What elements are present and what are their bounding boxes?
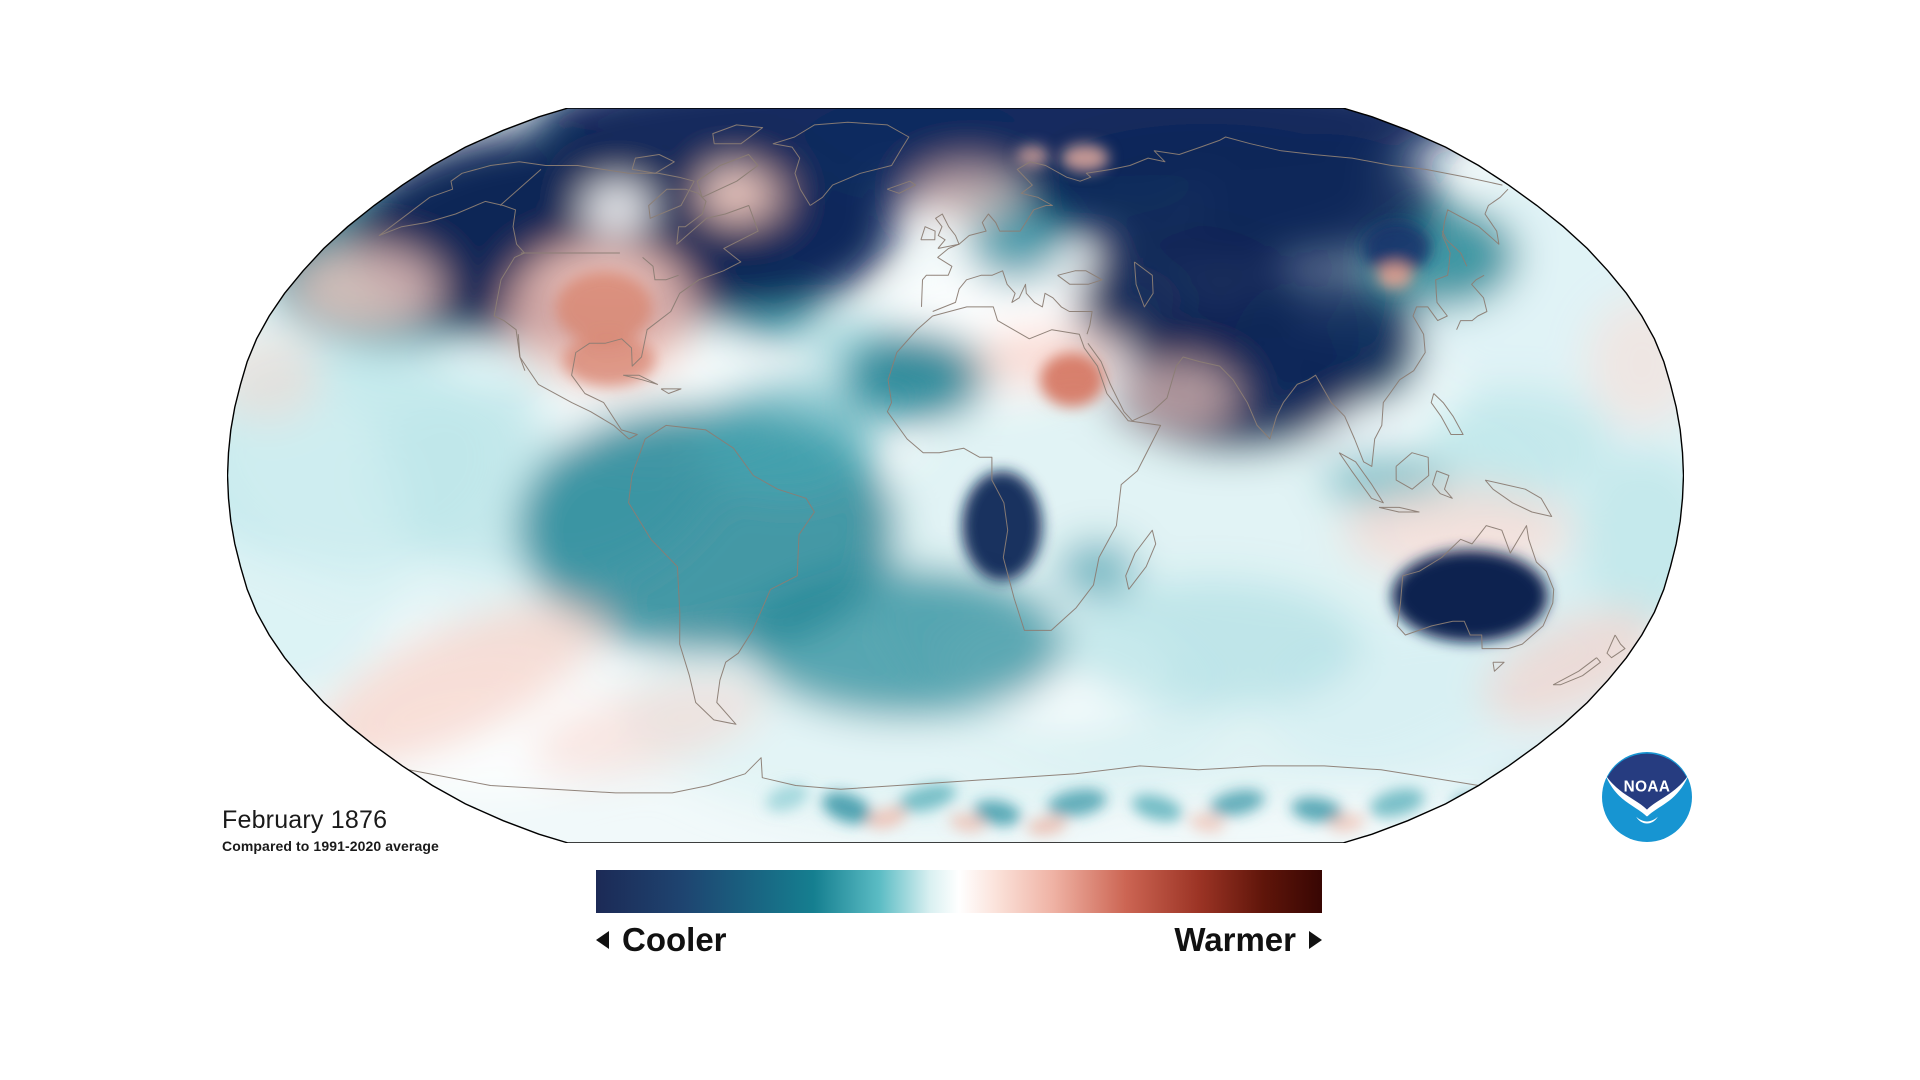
legend-labels: Cooler Warmer <box>596 921 1322 958</box>
warmer-label: Warmer <box>1174 921 1296 958</box>
noaa-logo-gull-swoosh <box>1636 816 1658 824</box>
map-outline <box>227 108 1684 843</box>
warmer-label-group: Warmer <box>1174 921 1322 958</box>
warmer-arrow-icon <box>1309 931 1322 950</box>
noaa-logo-gull-icon <box>1605 775 1689 817</box>
coastlines <box>378 121 1626 794</box>
world-anomaly-map <box>227 108 1684 843</box>
colorbar-gradient <box>596 870 1322 913</box>
date-title: February 1876 <box>222 806 388 834</box>
cooler-label-group: Cooler <box>596 921 727 958</box>
map-color-field <box>227 108 1684 843</box>
cooler-arrow-icon <box>596 931 609 950</box>
noaa-logo-text: NOAA <box>1624 779 1671 796</box>
noaa-logo: NOAA <box>1602 752 1692 842</box>
caption-block: February 1876 Compared to 1991-2020 aver… <box>222 806 439 854</box>
cooler-label: Cooler <box>622 921 727 958</box>
noaa-logo-shell <box>1607 753 1687 814</box>
date-subtitle: Compared to 1991-2020 average <box>222 837 439 854</box>
